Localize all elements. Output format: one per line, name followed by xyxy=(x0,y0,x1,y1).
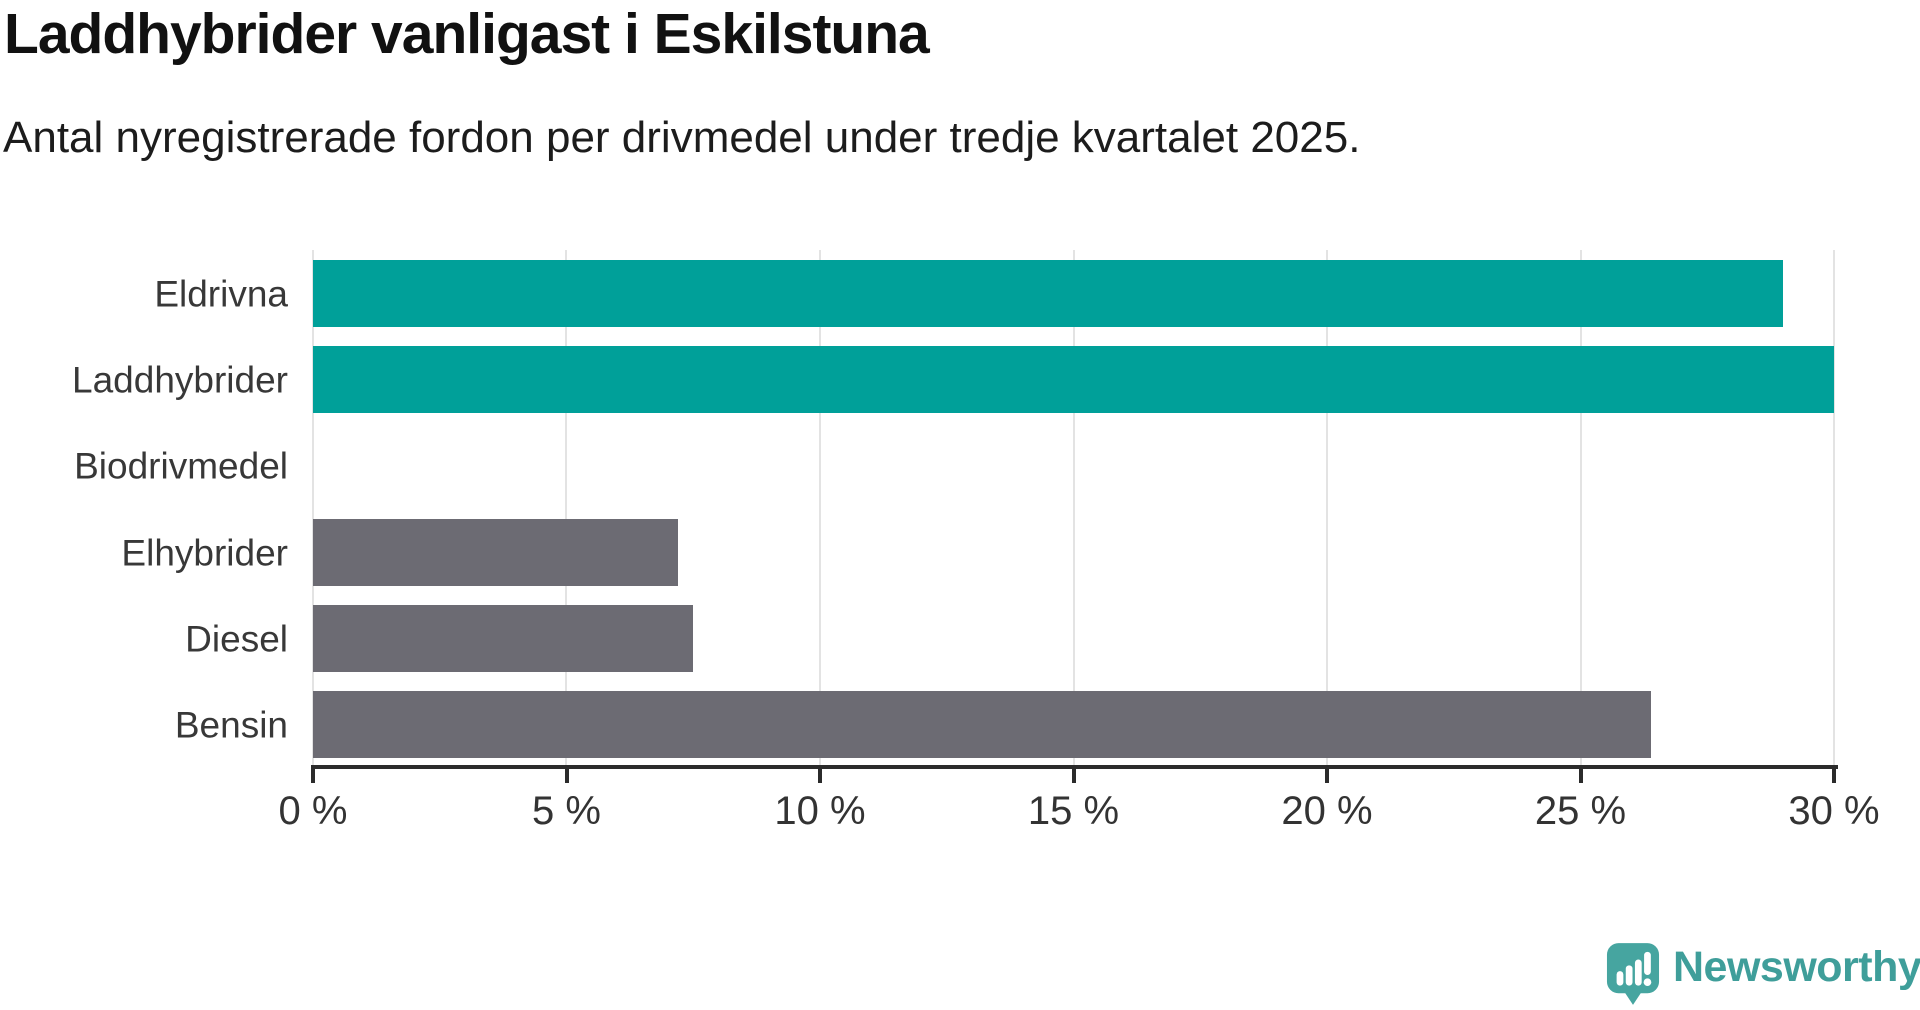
gridline-20 xyxy=(1325,250,1328,767)
x-axis-line xyxy=(311,765,1838,769)
bar-elhybrider xyxy=(313,519,679,586)
bar-chart-plot-area xyxy=(312,250,1835,767)
x-tick-label-15: 15 % xyxy=(1027,789,1120,833)
x-tick-label-25: 25 % xyxy=(1534,789,1627,833)
gridline-25 xyxy=(1579,250,1582,767)
gridline-0 xyxy=(312,250,314,767)
bar-bensin xyxy=(313,691,1652,758)
category-label-eldrivna: Eldrivna xyxy=(154,273,288,314)
x-tick-25 xyxy=(1578,769,1583,783)
x-tick-15 xyxy=(1071,769,1076,783)
gridline-10 xyxy=(818,250,821,767)
logo-exclamation-dot xyxy=(1643,978,1652,987)
bar-eldrivna xyxy=(313,260,1784,327)
gridline-5 xyxy=(565,250,568,767)
x-tick-5 xyxy=(564,769,569,783)
x-tick-0 xyxy=(311,769,315,783)
x-tick-label-30: 30 % xyxy=(1788,789,1880,833)
gridline-30 xyxy=(1833,250,1835,767)
x-tick-30 xyxy=(1832,769,1836,783)
y-axis-category-labels: Eldrivna Laddhybrider Biodrivmedel Elhybrid… xyxy=(0,250,288,767)
page-title: Laddhybrider vanligast i Eskilstuna xyxy=(4,2,930,66)
x-tick-label-20: 20 % xyxy=(1281,789,1373,833)
logo-bar-medium xyxy=(1625,965,1633,986)
newsworthy-wordmark: Newsworthy xyxy=(1673,943,1920,991)
gridline-15 xyxy=(1072,250,1075,767)
category-label-laddhybrider: Laddhybrider xyxy=(72,359,288,400)
x-tick-20 xyxy=(1325,769,1329,783)
category-label-diesel: Diesel xyxy=(185,618,288,659)
newsworthy-speech-bubble-chart-icon xyxy=(1606,943,1660,1005)
logo-bar-small xyxy=(1616,971,1624,986)
newsworthy-logo: Newsworthy xyxy=(1606,942,1920,1006)
category-label-biodrivmedel: Biodrivmedel xyxy=(74,445,288,486)
bar-diesel xyxy=(313,605,694,672)
x-tick-label-0: 0 % xyxy=(278,789,348,833)
logo-exclamation-bar xyxy=(1644,951,1651,975)
page-subtitle: Antal nyregistrerade fordon per drivmede… xyxy=(3,113,1361,162)
x-tick-10 xyxy=(818,769,822,783)
x-tick-label-5: 5 % xyxy=(532,789,601,833)
category-label-bensin: Bensin xyxy=(174,704,288,745)
category-label-elhybrider: Elhybrider xyxy=(121,532,288,573)
x-tick-label-10: 10 % xyxy=(774,789,866,833)
bar-laddhybrider xyxy=(313,346,1834,413)
logo-bar-large xyxy=(1634,959,1642,986)
